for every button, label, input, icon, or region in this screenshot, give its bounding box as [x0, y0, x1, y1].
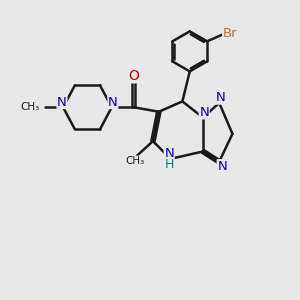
Text: CH₃: CH₃	[20, 102, 39, 112]
Text: N: N	[217, 160, 227, 173]
Text: Br: Br	[223, 27, 237, 40]
Text: N: N	[108, 95, 118, 109]
Text: N: N	[215, 91, 225, 104]
Text: O: O	[128, 69, 139, 83]
Text: N: N	[164, 147, 174, 160]
Text: H: H	[164, 158, 174, 171]
Text: N: N	[57, 95, 67, 109]
Text: CH₃: CH₃	[126, 156, 145, 166]
Text: N: N	[199, 106, 209, 119]
